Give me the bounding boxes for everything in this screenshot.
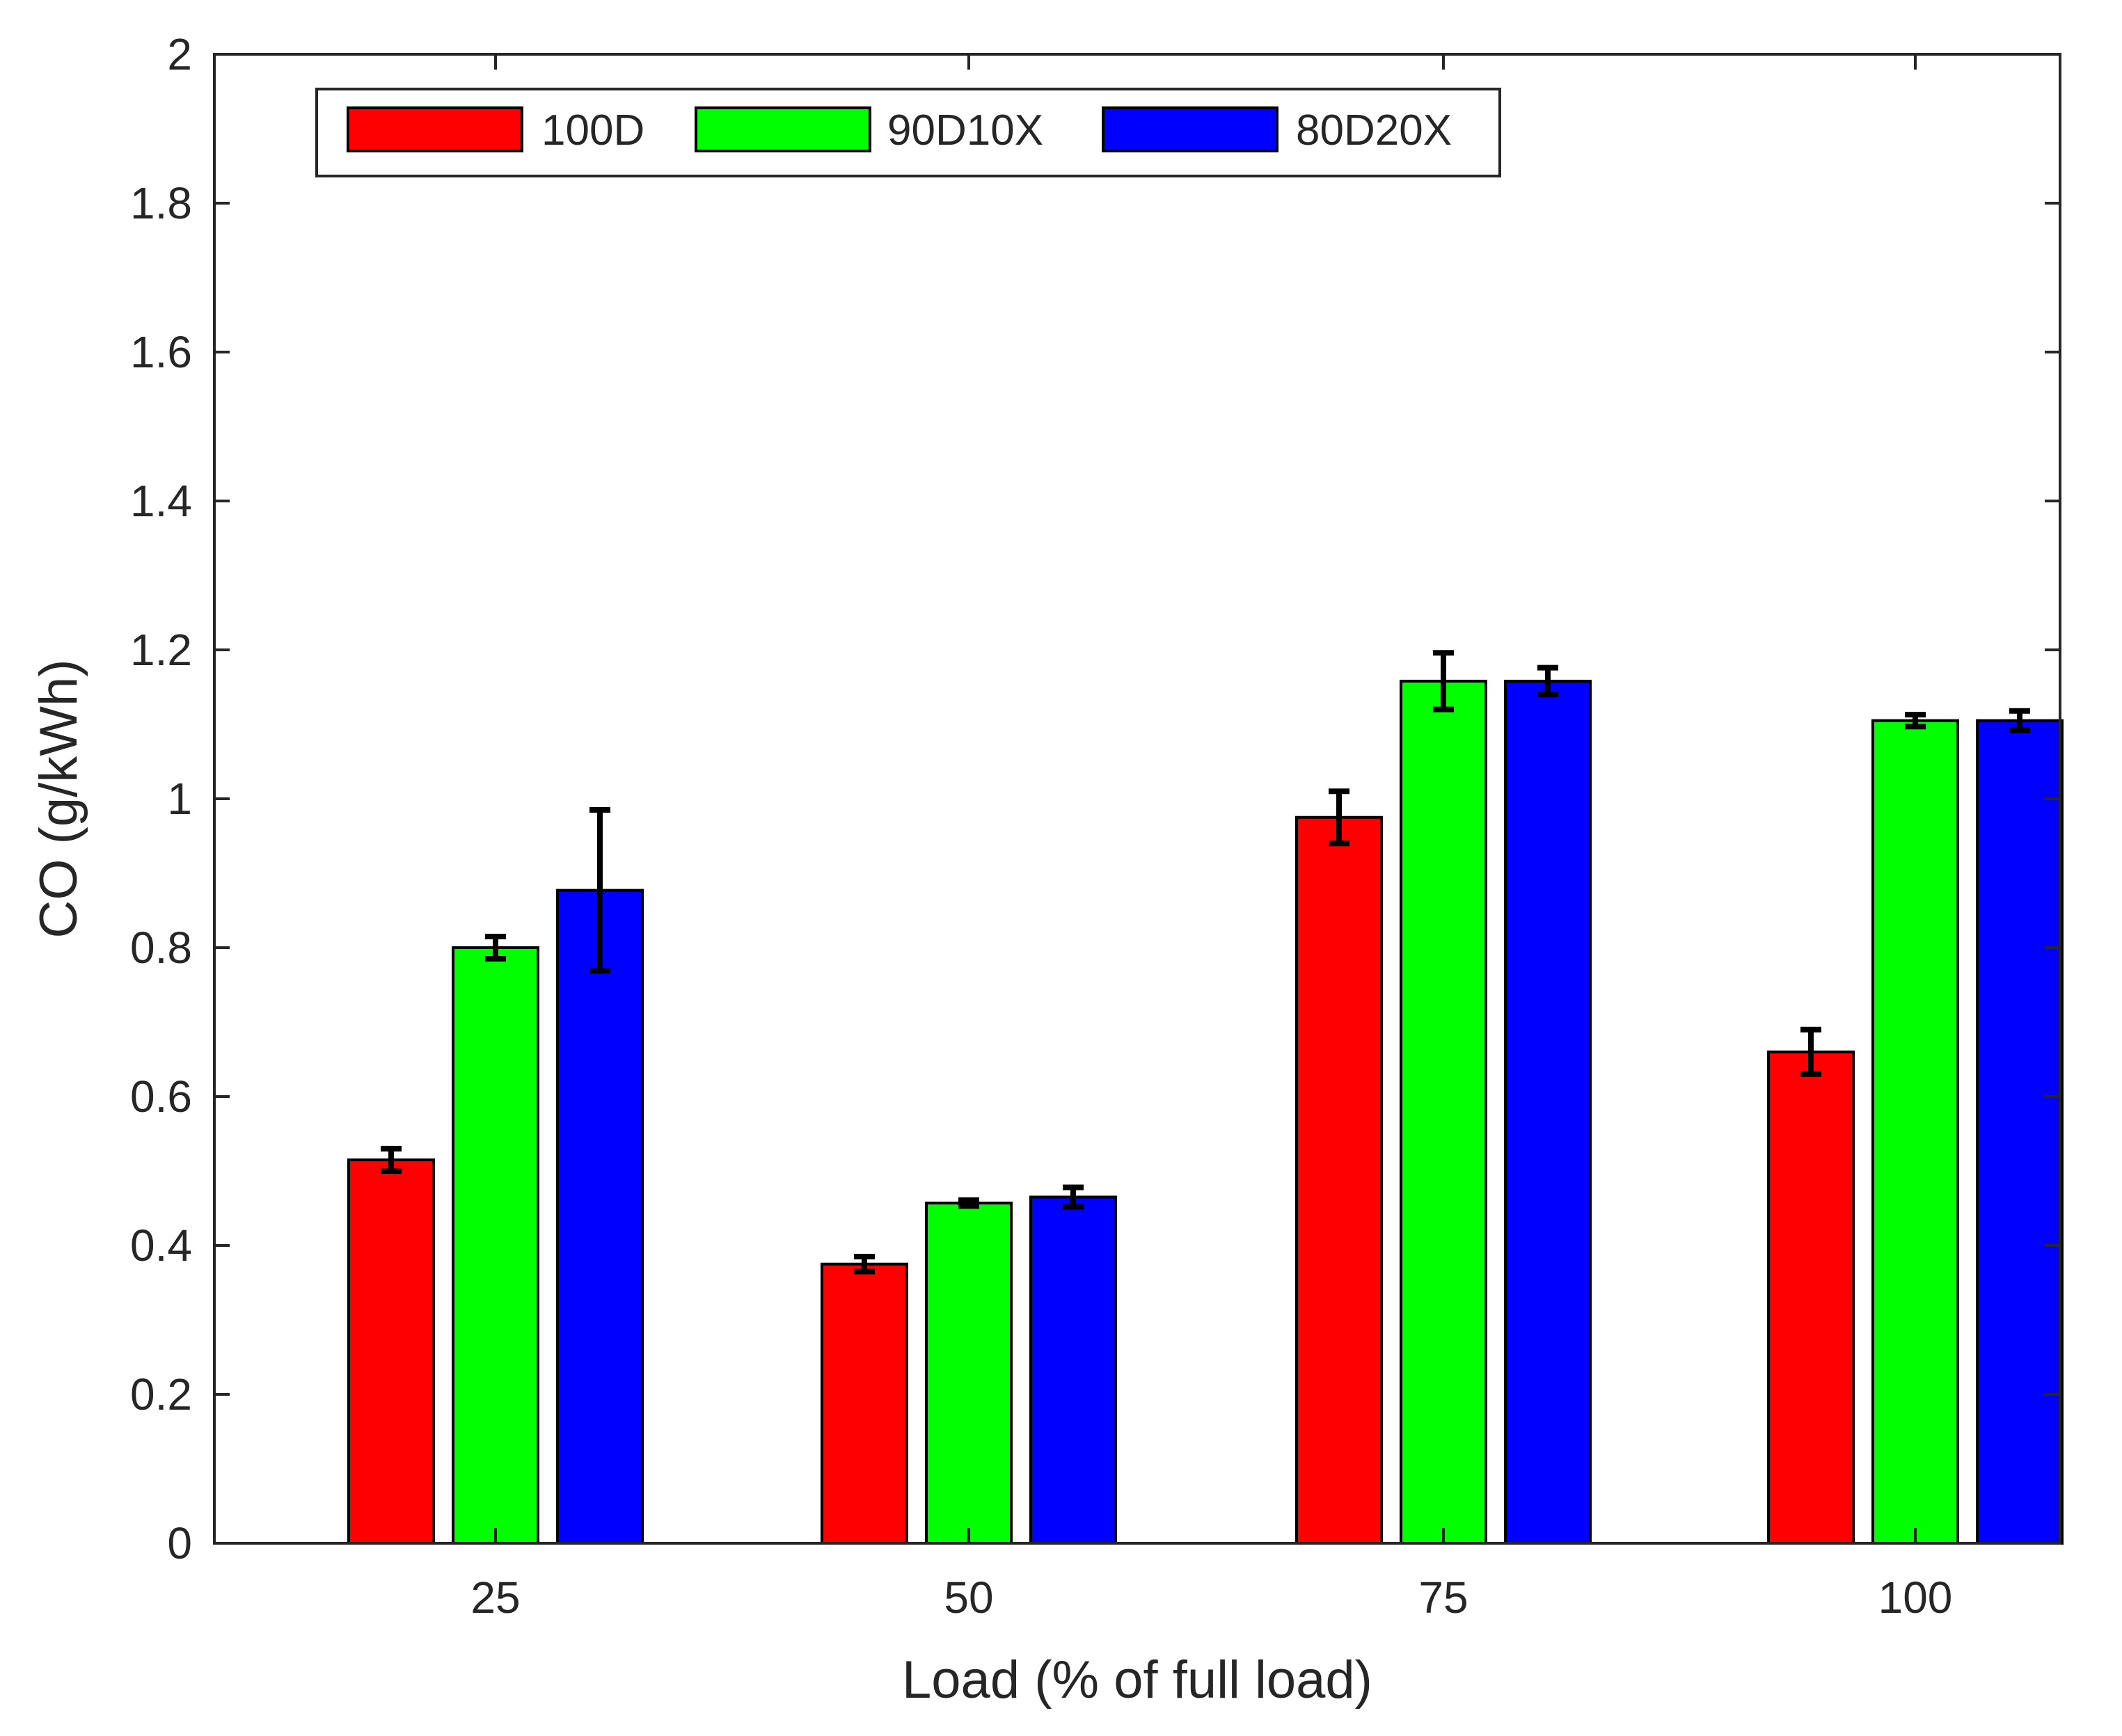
error-bar-90d10x-50 [958, 1197, 979, 1209]
error-bar-100d-50 [854, 1254, 875, 1275]
y-tick-label: 0.8 [130, 923, 192, 973]
y-tick-label: 0.6 [130, 1072, 192, 1122]
y-axis-title: CO (g/kWh) [29, 659, 88, 938]
bar-80d20x-100 [1976, 719, 2064, 1545]
error-bar-100d-100 [1800, 1026, 1821, 1077]
legend-label-90d10x: 90D10X [887, 106, 1043, 154]
legend-label-100d: 100D [541, 106, 644, 154]
error-bars-layer [381, 650, 2030, 1275]
legend-swatch-90d10x [695, 106, 871, 152]
bar-90d10x-75 [1400, 679, 1487, 1545]
bar-100d-75 [1295, 815, 1383, 1545]
legend: 100D 90D10X 80D20X [315, 88, 1501, 177]
y-tick-label: 0.4 [130, 1220, 192, 1271]
legend-swatch-100d [347, 106, 523, 152]
error-bar-90d10x-75 [1433, 650, 1454, 712]
bar-100d-25 [347, 1158, 435, 1545]
x-axis-title: Load (% of full load) [902, 1650, 1372, 1710]
bar-80d20x-50 [1029, 1195, 1117, 1545]
y-tick-label: 1.4 [130, 476, 192, 526]
y-tick-label: 2 [167, 29, 192, 79]
bar-90d10x-50 [925, 1202, 1013, 1545]
bar-80d20x-75 [1504, 679, 1592, 1545]
ticks-layer: 0 0.2 0.4 0.6 0.8 1 1.2 1.4 1.6 1.8 2 25 50 75 100 [130, 29, 2060, 1623]
bar-100d-100 [1767, 1050, 1855, 1545]
legend-label-80d20x: 80D20X [1296, 106, 1452, 154]
x-tick-label: 50 [944, 1572, 993, 1623]
bar-80d20x-25 [556, 889, 644, 1545]
error-bar-100d-75 [1329, 788, 1349, 847]
legend-swatch-80d20x [1102, 106, 1278, 152]
error-bar-90d10x-25 [485, 933, 506, 962]
bar-100d-50 [821, 1262, 908, 1545]
y-tick-label: 1.2 [130, 625, 192, 675]
x-tick-label: 25 [470, 1572, 520, 1623]
y-tick-label: 0 [167, 1518, 192, 1568]
bar-90d10x-25 [452, 946, 539, 1545]
error-bar-80d20x-75 [1537, 664, 1558, 698]
y-tick-label: 1.8 [130, 178, 192, 228]
error-bar-90d10x-100 [1905, 712, 1926, 730]
bars-layer [347, 679, 2064, 1545]
x-tick-label: 100 [1878, 1572, 1953, 1623]
error-bar-100d-25 [381, 1145, 402, 1174]
error-bar-80d20x-50 [1063, 1184, 1084, 1210]
y-tick-label: 1.6 [130, 327, 192, 377]
x-tick-label: 75 [1418, 1572, 1468, 1623]
y-tick-label: 1 [167, 774, 192, 824]
error-bar-80d20x-25 [589, 807, 610, 974]
bar-90d10x-100 [1871, 719, 1959, 1545]
y-tick-label: 0.2 [130, 1369, 192, 1419]
error-bar-80d20x-100 [2009, 708, 2030, 733]
